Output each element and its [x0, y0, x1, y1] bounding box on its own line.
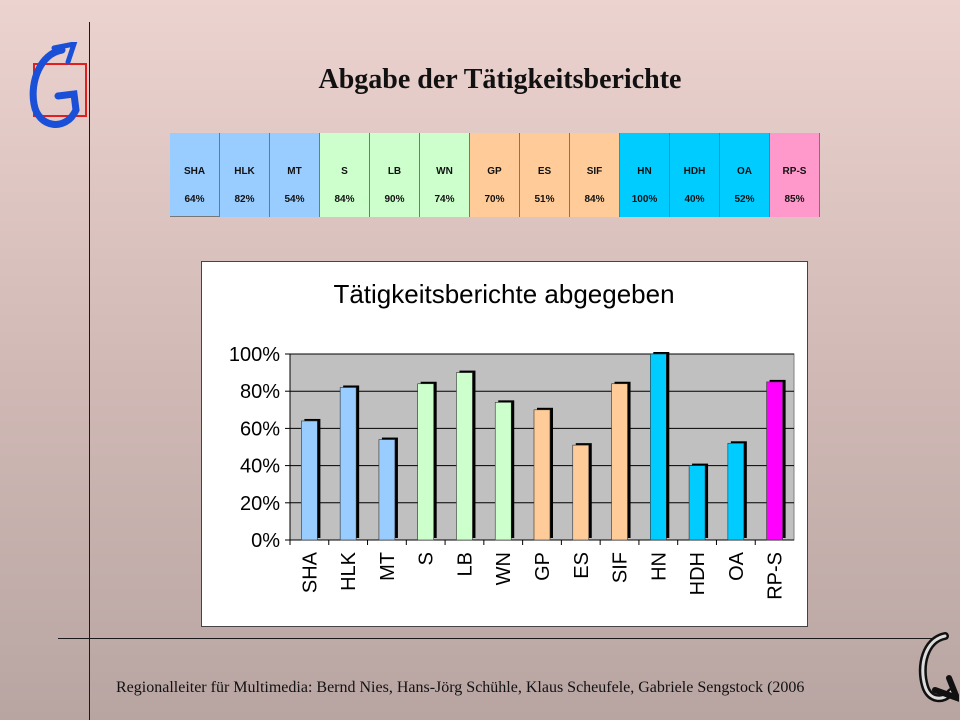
y-tick-label: 60% [240, 418, 280, 440]
slide-title: Abgabe der Tätigkeitsberichte [318, 64, 682, 95]
summary-value-row: 64% 82% 54% 84% 90% 74% 70% 51% 84% 100% 40% 52% 85% [170, 183, 820, 217]
summary-header-row: SHA HLK MT S LB WN GP ES SIF HN HDH OA RP-S [170, 133, 820, 183]
table-header-cell: OA [719, 133, 770, 183]
bar-hdh [688, 465, 706, 541]
table-value-cell: 51% [519, 183, 570, 217]
x-tick-label: ES [571, 552, 593, 579]
chart-title: Tätigkeitsberichte abgegeben [333, 279, 674, 309]
y-tick-label: 80% [240, 381, 280, 403]
summary-table: SHA HLK MT S LB WN GP ES SIF HN HDH OA RP-S 64% 82% 54… [170, 133, 820, 217]
bar-hlk [339, 387, 357, 541]
y-tick-label: 100% [229, 344, 280, 366]
table-value-cell: 100% [619, 183, 670, 217]
table-header-cell: HDH [669, 133, 720, 183]
table-value-cell: 84% [319, 183, 370, 217]
x-tick-label: OA [726, 551, 748, 581]
table-header-cell: HLK [219, 133, 270, 183]
x-tick-label: SHA [299, 551, 321, 593]
horizontal-rule [58, 638, 948, 639]
y-tick-label: 20% [240, 493, 280, 515]
corner-logo-icon [918, 632, 959, 703]
bar-lb [456, 372, 473, 541]
bar-rp-s [766, 381, 783, 541]
table-value-cell: 90% [369, 183, 420, 217]
x-tick-label: HN [648, 552, 670, 581]
bar-mt [378, 439, 396, 541]
bar-es [572, 444, 590, 541]
x-tick-label: GP [532, 552, 554, 581]
footer-credits: Regionalleiter für Multimedia: Bernd Nie… [116, 679, 805, 696]
bar-chart: Tätigkeitsberichte abgegeben 0% 20% 40% 60% 8… [201, 261, 808, 627]
bar-s [417, 383, 434, 541]
x-tick-label: SIF [610, 552, 632, 583]
table-value-cell: 82% [219, 183, 270, 217]
table-value-cell: 74% [419, 183, 470, 217]
x-tick-label: WN [493, 552, 515, 585]
table-value-cell: 54% [269, 183, 320, 217]
table-header-cell: MT [269, 133, 320, 183]
x-tick-label: HDH [687, 552, 709, 595]
bar-chart-svg: Tätigkeitsberichte abgegeben 0% 20% 40% 60% 8… [229, 279, 795, 600]
bar-wn [494, 402, 512, 541]
vertical-rule [89, 22, 90, 720]
bar-sif [611, 383, 628, 541]
table-header-cell: GP [469, 133, 520, 183]
bar-gp [533, 409, 551, 541]
y-tick-label: 0% [251, 530, 280, 552]
table-value-cell: 85% [769, 183, 820, 217]
table-value-cell: 52% [719, 183, 770, 217]
bar-hn [650, 353, 667, 541]
table-value-cell: 84% [569, 183, 620, 217]
x-tick-label: RP-S [765, 552, 787, 600]
y-tick-label: 40% [240, 456, 280, 478]
logo-icon [29, 42, 87, 128]
table-header-cell: WN [419, 133, 470, 183]
table-value-cell: 70% [469, 183, 520, 217]
table-header-cell: S [319, 133, 370, 183]
bar-sha [301, 420, 318, 541]
table-value-cell: 40% [669, 183, 720, 217]
x-tick-label: MT [377, 552, 399, 581]
table-header-cell: HN [619, 133, 670, 183]
table-header-cell: RP-S [769, 133, 820, 183]
x-tick-label: HLK [338, 551, 360, 591]
x-tick-label: LB [454, 552, 476, 576]
table-header-cell: ES [519, 133, 570, 183]
table-value-cell: 64% [170, 183, 220, 217]
bar-oa [727, 442, 745, 541]
table-header-cell: SHA [170, 133, 220, 183]
table-header-cell: SIF [569, 133, 620, 183]
table-header-cell: LB [369, 133, 420, 183]
x-tick-label: S [416, 552, 438, 565]
